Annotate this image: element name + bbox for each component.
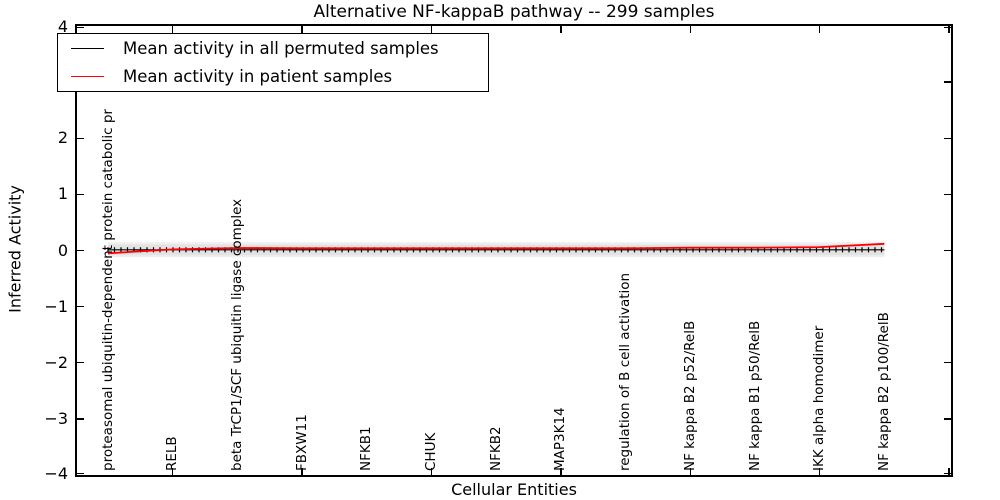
y-tick-label: 2 bbox=[57, 128, 68, 148]
x-tick-bottom bbox=[301, 468, 303, 475]
x-axis-label: Cellular Entities bbox=[451, 480, 577, 499]
x-tick-top bbox=[301, 26, 303, 33]
x-tick-bottom bbox=[560, 468, 562, 475]
x-tick-top bbox=[560, 26, 562, 33]
y-tick-left bbox=[77, 137, 84, 139]
x-category-label: NF kappa B2 p100/RelB bbox=[875, 312, 892, 471]
legend-item-permuted: Mean activity in all permuted samples bbox=[58, 35, 488, 63]
x-category-label: MAP3K14 bbox=[552, 407, 569, 471]
x-tick-bottom bbox=[430, 468, 433, 475]
y-tick-left bbox=[77, 249, 84, 252]
x-category-label: NF kappa B1 p50/RelB bbox=[746, 320, 763, 471]
x-tick-top bbox=[689, 26, 691, 33]
x-category-label: FBXW11 bbox=[293, 414, 310, 471]
legend-label: Mean activity in patient samples bbox=[123, 67, 393, 86]
y-tick-label: 0 bbox=[57, 240, 68, 260]
x-tick-bottom bbox=[819, 468, 821, 475]
y-tick-left bbox=[77, 472, 84, 475]
x-tick-bottom bbox=[948, 468, 950, 475]
plot-area: Mean activity in all permuted samples Me… bbox=[57, 24, 953, 477]
y-tick-right bbox=[944, 193, 951, 196]
chart-lines bbox=[107, 242, 885, 258]
y-tick-label: 1 bbox=[57, 184, 68, 204]
x-tick-bottom bbox=[172, 468, 174, 475]
x-tick-top bbox=[948, 26, 950, 33]
x-category-label: beta TrCP1/SCF ubiquitin ligase complex bbox=[228, 198, 245, 471]
y-tick-right bbox=[944, 362, 951, 364]
y-tick-right bbox=[944, 81, 951, 83]
legend-label: Mean activity in all permuted samples bbox=[123, 39, 439, 58]
y-tick-right bbox=[944, 26, 951, 29]
y-tick-left bbox=[77, 418, 84, 420]
x-tick-top bbox=[172, 26, 174, 33]
x-category-label: IKK alpha homodimer bbox=[811, 325, 828, 471]
x-category-label: NFKB2 bbox=[487, 426, 504, 471]
y-tick-label: −4 bbox=[44, 463, 68, 483]
permuted-line-sample-icon bbox=[71, 48, 104, 49]
x-category-label: proteasomal ubiquitin-dependent protein … bbox=[99, 109, 116, 471]
x-category-label: regulation of B cell activation bbox=[617, 272, 634, 471]
x-tick-bottom bbox=[689, 468, 691, 475]
y-tick-left bbox=[77, 362, 84, 364]
x-category-label: CHUK bbox=[423, 432, 439, 471]
legend-item-patient: Mean activity in patient samples bbox=[58, 63, 488, 91]
y-tick-right bbox=[944, 137, 951, 139]
x-category-label: NFKB1 bbox=[358, 426, 375, 471]
y-tick-right bbox=[944, 249, 951, 252]
x-tick-top bbox=[819, 26, 821, 33]
y-tick-label: −2 bbox=[44, 352, 68, 372]
y-tick-left bbox=[77, 193, 84, 196]
chart-title: Alternative NF-kappaB pathway -- 299 sam… bbox=[313, 2, 715, 22]
y-tick-label: −3 bbox=[44, 408, 68, 428]
y-tick-right bbox=[944, 418, 951, 420]
y-tick-left bbox=[77, 305, 84, 308]
y-tick-left bbox=[77, 26, 84, 29]
x-category-label: NF kappa B2 p52/RelB bbox=[681, 320, 698, 471]
patient-mean-line bbox=[107, 242, 885, 255]
y-tick-label: 4 bbox=[57, 17, 68, 37]
legend: Mean activity in all permuted samples Me… bbox=[57, 33, 489, 92]
patient-line-sample-icon bbox=[71, 76, 104, 77]
plot-canvas: Mean activity in all permuted samples Me… bbox=[57, 26, 951, 475]
y-tick-right bbox=[944, 472, 951, 475]
y-tick-label: −1 bbox=[44, 296, 68, 316]
x-category-label: RELB bbox=[164, 436, 181, 471]
y-tick-right bbox=[944, 305, 951, 308]
x-tick-top bbox=[430, 26, 433, 33]
